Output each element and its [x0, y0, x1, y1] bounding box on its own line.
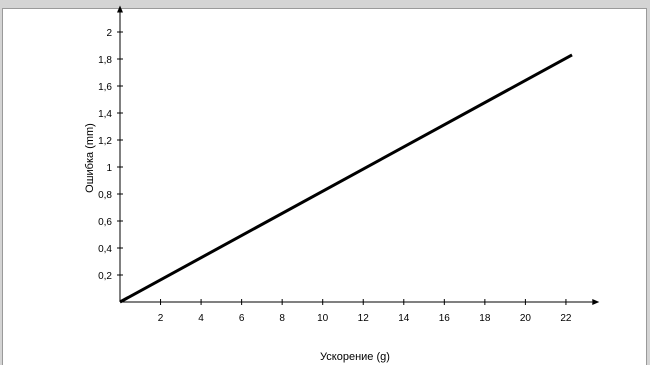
x-tick-label: 4 — [198, 313, 204, 324]
x-tick-label: 10 — [317, 313, 329, 324]
y-tick-label: 1,2 — [98, 136, 112, 147]
x-tick-label: 14 — [398, 313, 410, 324]
x-tick-label: 16 — [439, 313, 451, 324]
y-tick-label: 1,8 — [98, 55, 112, 66]
x-tick-label: 22 — [560, 313, 572, 324]
y-tick-label: 1,4 — [98, 109, 112, 120]
y-axis-title: Ошибка (mm) — [84, 123, 96, 193]
y-tick-label: 1 — [106, 163, 112, 174]
y-tick-label: 0,4 — [98, 244, 112, 255]
x-tick-label: 12 — [358, 313, 370, 324]
x-tick-label: 6 — [239, 313, 245, 324]
chart-frame — [2, 8, 647, 365]
y-tick-label: 2 — [106, 28, 112, 39]
y-tick-label: 0,2 — [98, 271, 112, 282]
x-tick-label: 2 — [158, 313, 164, 324]
y-tick-label: 1,6 — [98, 82, 112, 93]
y-axis-arrow — [117, 5, 123, 13]
x-tick-label: 18 — [479, 313, 491, 324]
x-axis-arrow — [592, 299, 600, 305]
y-tick-label: 0,8 — [98, 190, 112, 201]
ticks: 2 4 6 8 10 12 14 16 18 20 22 0,2 0,4 0,6 0,8 1 1,2 1,4 1,6… — [98, 28, 572, 324]
series — [119, 53, 573, 304]
x-tick-label: 8 — [279, 313, 285, 324]
x-tick-label: 20 — [520, 313, 532, 324]
x-axis-title: Ускорение (g) — [320, 351, 390, 363]
y-tick-label: 0,6 — [98, 217, 112, 228]
series-line — [119, 53, 573, 304]
axes — [117, 5, 600, 305]
